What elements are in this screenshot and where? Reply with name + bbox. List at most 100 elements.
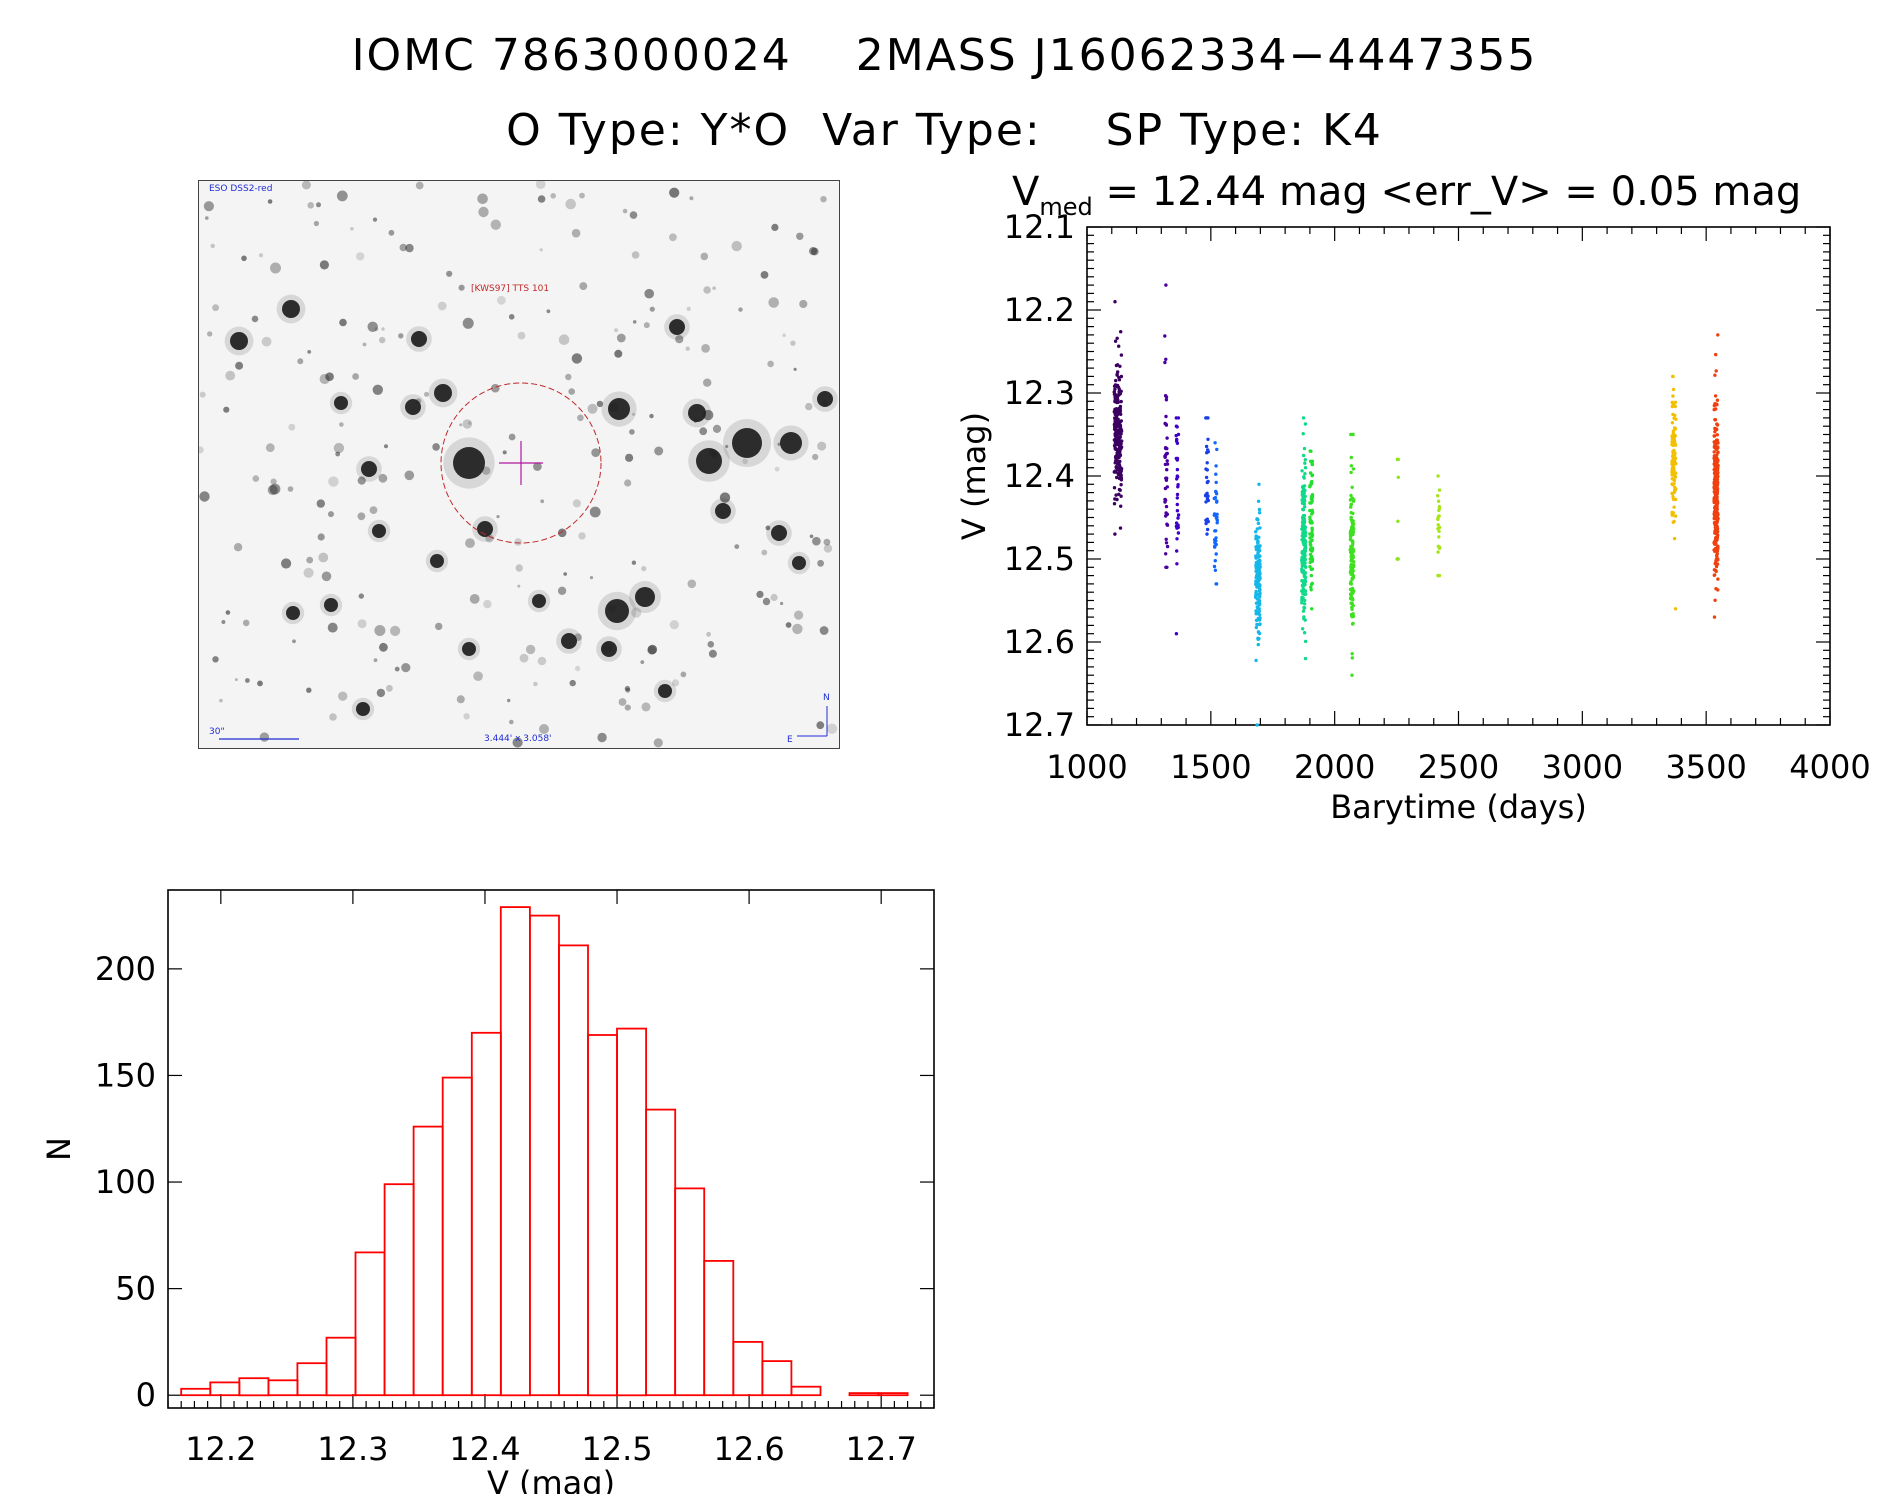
faint-star bbox=[707, 641, 715, 648]
faint-star bbox=[675, 335, 684, 344]
data-point bbox=[1256, 606, 1260, 610]
faint-star bbox=[467, 421, 472, 425]
faint-star bbox=[507, 698, 511, 703]
data-point bbox=[1112, 390, 1117, 394]
data-point bbox=[1300, 601, 1304, 605]
data-point bbox=[1214, 472, 1218, 476]
data-point bbox=[1673, 462, 1677, 466]
faint-star bbox=[609, 402, 619, 412]
data-point bbox=[1350, 656, 1355, 660]
light-curve-title: Vmed = 12.44 mag <err_V> = 0.05 mag bbox=[1012, 169, 1801, 221]
data-point bbox=[1351, 590, 1355, 594]
data-point bbox=[1712, 434, 1717, 438]
data-point bbox=[1303, 472, 1307, 476]
data-point bbox=[1310, 607, 1314, 611]
finder-chart-image: ESO DSS2-red [KWS97] TTS 101 30" 3.444' … bbox=[198, 180, 840, 749]
data-point bbox=[1301, 500, 1306, 504]
faint-star bbox=[719, 492, 731, 503]
data-point bbox=[1670, 477, 1675, 481]
data-point bbox=[1437, 535, 1441, 539]
data-point bbox=[1117, 476, 1122, 481]
faint-star bbox=[398, 333, 404, 339]
star bbox=[286, 606, 300, 620]
data-point bbox=[1163, 360, 1167, 365]
faint-star bbox=[579, 192, 585, 199]
data-point bbox=[1206, 448, 1210, 452]
faint-star bbox=[699, 427, 708, 436]
star bbox=[462, 642, 476, 656]
data-point bbox=[1205, 480, 1210, 485]
data-point bbox=[1310, 528, 1314, 532]
faint-star bbox=[319, 260, 329, 270]
y-tick-label: 0 bbox=[136, 1376, 156, 1414]
faint-star bbox=[514, 538, 522, 546]
faint-star bbox=[809, 247, 818, 256]
faint-star bbox=[373, 658, 378, 663]
faint-star bbox=[199, 491, 210, 502]
faint-star bbox=[390, 625, 401, 636]
data-point bbox=[1205, 468, 1210, 472]
data-point bbox=[1712, 455, 1717, 460]
faint-star bbox=[199, 391, 206, 398]
data-point bbox=[1348, 587, 1353, 592]
data-point bbox=[1714, 442, 1718, 446]
faint-star bbox=[653, 738, 663, 748]
faint-star bbox=[712, 424, 722, 433]
data-point bbox=[1114, 465, 1119, 470]
data-point bbox=[1164, 541, 1169, 545]
faint-star bbox=[805, 402, 813, 411]
data-point bbox=[1671, 442, 1675, 446]
faint-star bbox=[338, 691, 348, 701]
data-point bbox=[1715, 398, 1720, 402]
histogram-bar bbox=[470, 1031, 502, 1397]
faint-star bbox=[537, 656, 547, 666]
data-point bbox=[1349, 582, 1354, 586]
data-point bbox=[1214, 492, 1219, 496]
data-point bbox=[1350, 539, 1354, 543]
faint-star bbox=[485, 534, 494, 543]
data-point bbox=[1303, 554, 1307, 558]
data-point bbox=[1301, 416, 1306, 420]
data-point bbox=[1254, 589, 1258, 594]
data-point bbox=[1174, 524, 1179, 528]
data-point bbox=[1213, 529, 1217, 533]
data-point bbox=[1114, 363, 1119, 368]
x-tick-label: 1500 bbox=[1170, 748, 1251, 786]
faint-star bbox=[328, 476, 339, 487]
data-point bbox=[1256, 584, 1260, 589]
x-tick-label: 12.2 bbox=[185, 1430, 256, 1468]
faint-star bbox=[517, 584, 521, 588]
data-point bbox=[1351, 574, 1356, 578]
data-point bbox=[1674, 497, 1678, 502]
histogram-bar bbox=[703, 1260, 735, 1397]
data-point bbox=[1351, 569, 1355, 573]
data-point bbox=[1114, 458, 1119, 462]
faint-star bbox=[632, 320, 637, 324]
data-point bbox=[1213, 441, 1217, 445]
data-point bbox=[1349, 464, 1354, 468]
data-point bbox=[1713, 394, 1718, 398]
faint-star bbox=[579, 282, 588, 291]
faint-star bbox=[401, 663, 411, 673]
data-point bbox=[1114, 378, 1118, 383]
faint-star bbox=[234, 678, 238, 682]
faint-star bbox=[777, 525, 781, 529]
data-point bbox=[1310, 495, 1315, 499]
data-point bbox=[1712, 450, 1716, 454]
data-point bbox=[1215, 500, 1219, 504]
faint-star bbox=[693, 419, 698, 423]
data-point bbox=[1351, 530, 1356, 534]
data-point bbox=[1302, 547, 1307, 551]
faint-star bbox=[712, 286, 716, 290]
faint-star bbox=[415, 181, 424, 190]
data-point bbox=[1303, 582, 1307, 586]
data-point bbox=[1175, 537, 1179, 541]
data-point bbox=[1713, 430, 1717, 434]
data-point bbox=[1215, 447, 1219, 452]
faint-star bbox=[399, 243, 408, 252]
faint-star bbox=[577, 414, 584, 422]
data-point bbox=[1116, 398, 1120, 402]
data-point bbox=[1310, 534, 1314, 539]
data-point bbox=[1673, 413, 1677, 418]
